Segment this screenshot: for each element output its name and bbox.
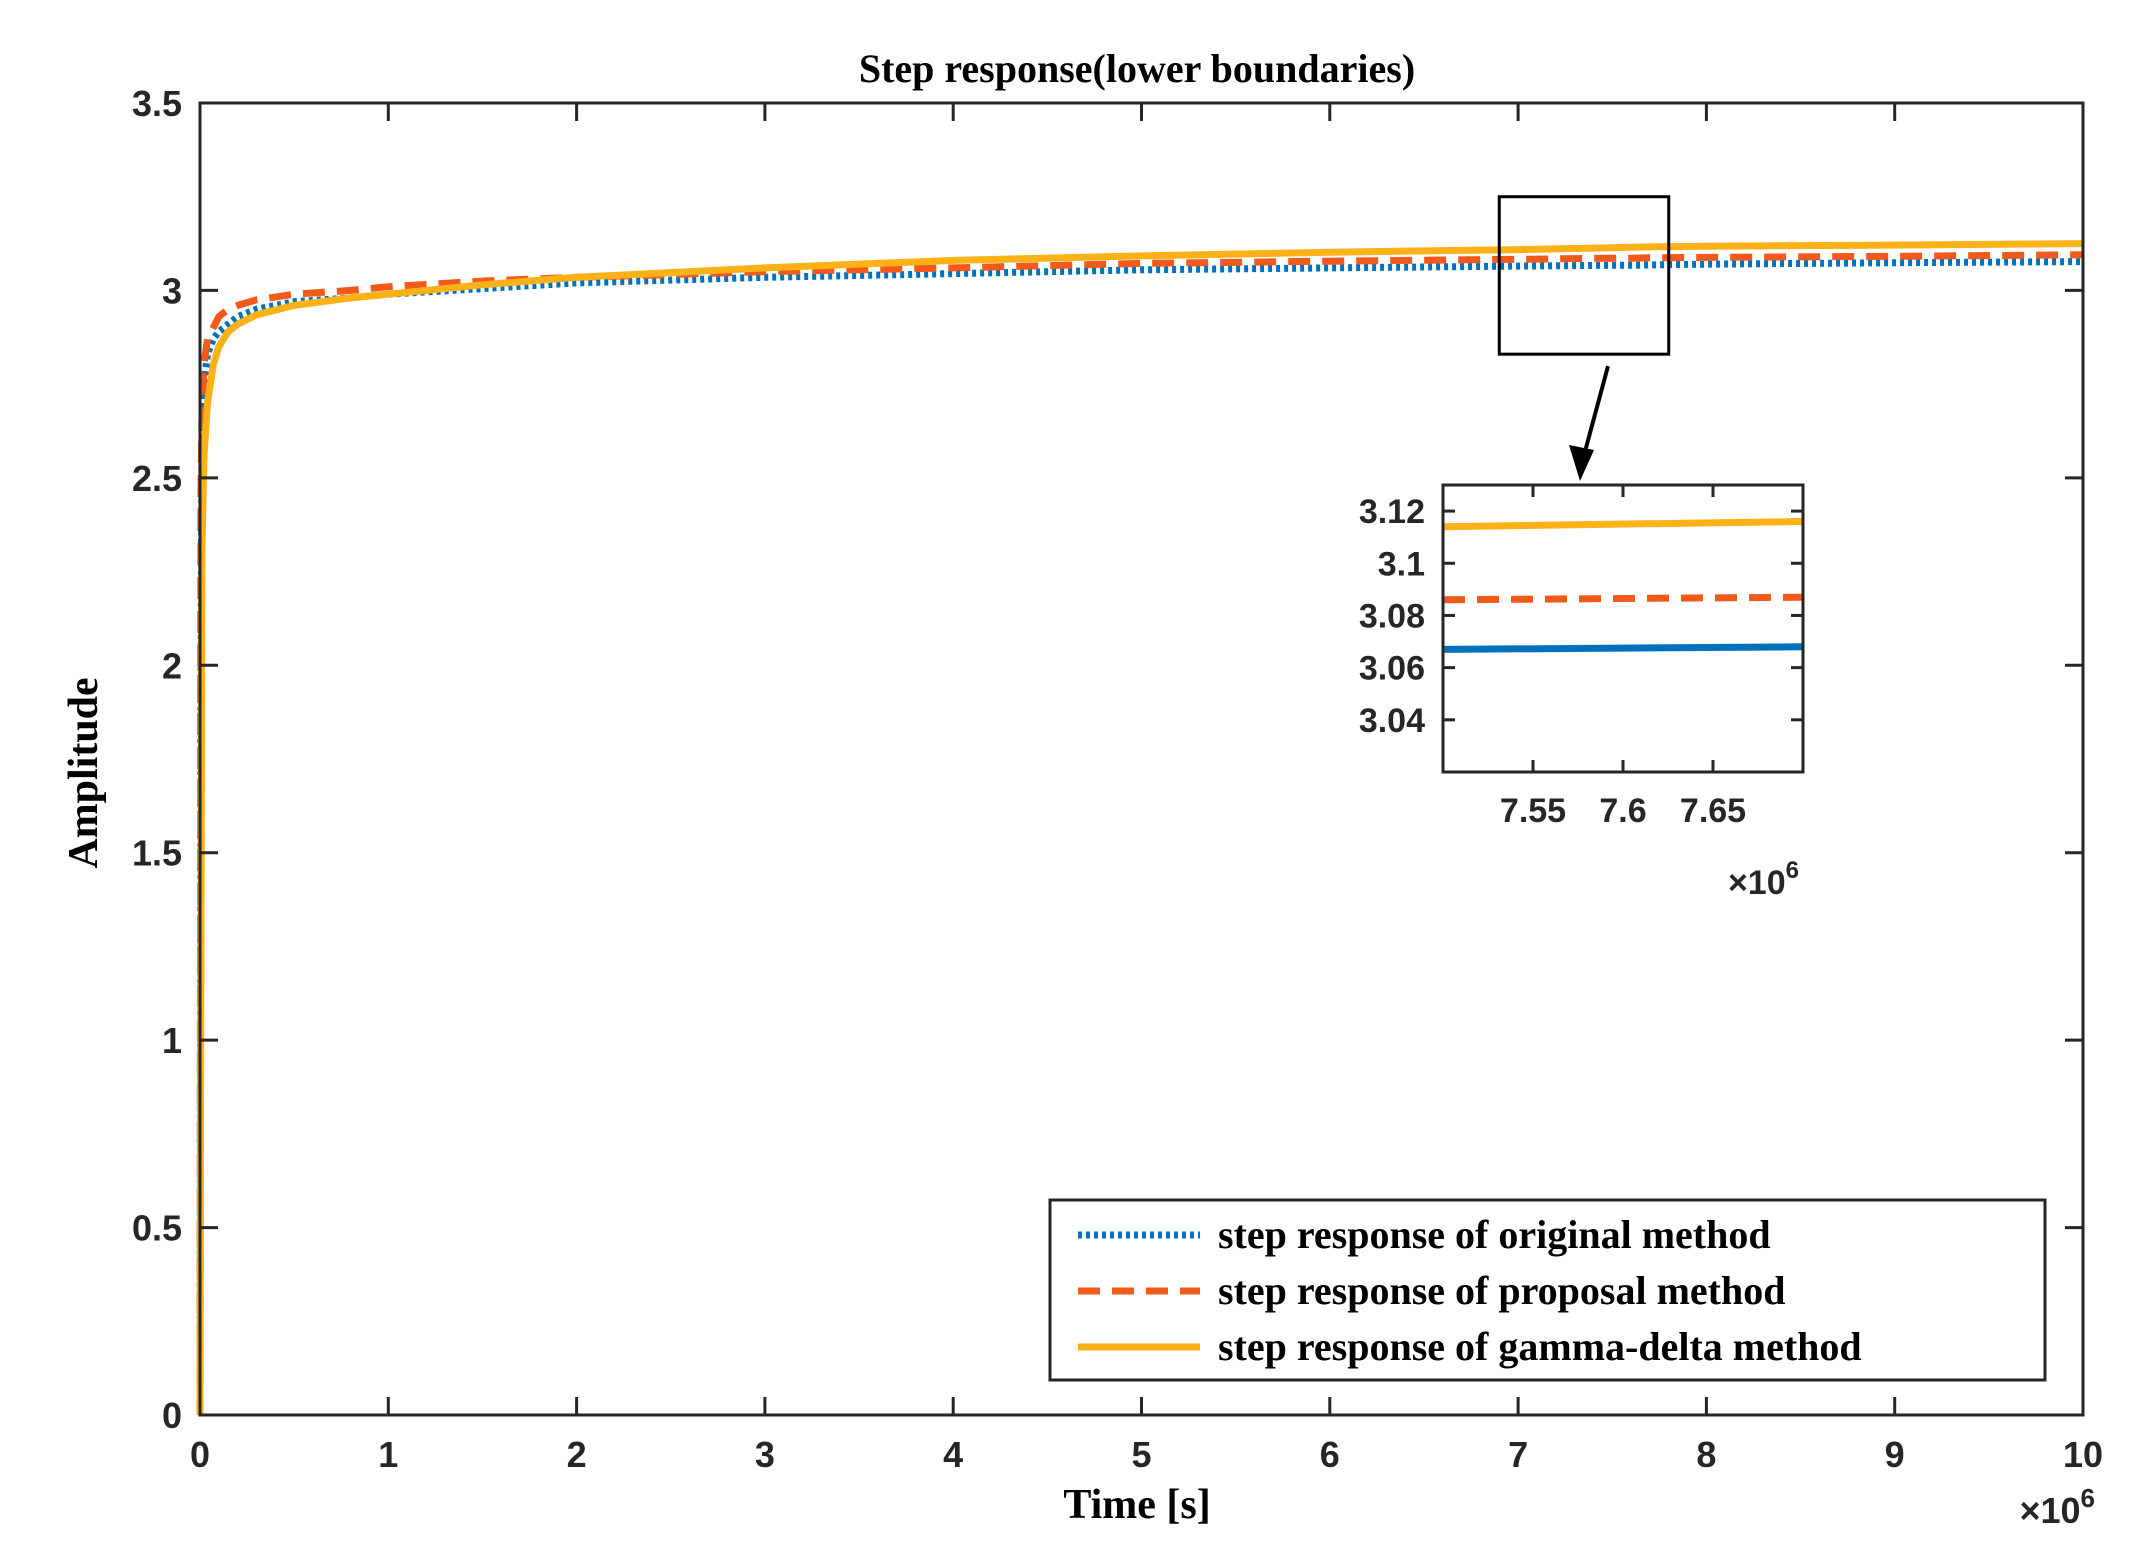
inset-y-tick-label: 3.04 <box>1359 702 1425 740</box>
y-tick-label: 2 <box>162 645 182 686</box>
inset-series-line-gamma-delta <box>1442 518 1804 531</box>
x-tick-label: 0 <box>190 1434 210 1475</box>
inset-y-tick-label: 3.12 <box>1359 493 1425 531</box>
inset-y-tick-label: 3.1 <box>1378 545 1425 583</box>
y-tick-label: 1.5 <box>132 833 182 874</box>
chart-title: Step response(lower boundaries) <box>859 46 1415 91</box>
inset-x-tick-label: 7.6 <box>1599 792 1646 830</box>
zoom-arrow-head <box>1569 445 1594 481</box>
y-tick-label: 1 <box>162 1020 182 1061</box>
inset-y-tick-label: 3.08 <box>1359 597 1425 635</box>
zoom-region-box <box>1497 195 1671 356</box>
inset-area <box>1443 485 1803 772</box>
x-tick-label: 8 <box>1696 1434 1716 1475</box>
x-tick-label: 9 <box>1885 1434 1905 1475</box>
legend-label: step response of original method <box>1218 1212 1771 1257</box>
y-tick-label: 3.5 <box>132 83 182 124</box>
inset-plot: 7.55 7.6 7.65 3.04 3.06 3.08 3.1 3.12 ×106 <box>1359 365 1805 902</box>
series-line-gamma-delta <box>196 240 2084 1416</box>
legend-label: step response of gamma-delta method <box>1218 1324 1862 1369</box>
zoom-arrow-line <box>1581 365 1610 460</box>
x-tick-label: 10 <box>2063 1434 2103 1475</box>
legend-box <box>1048 1198 2047 1382</box>
x-tick-label: 1 <box>378 1434 398 1475</box>
inset-series-line-proposal <box>1442 593 1804 604</box>
x-tick-label: 6 <box>1320 1434 1340 1475</box>
inset-x-tick-label: 7.65 <box>1680 792 1746 830</box>
inset-series-line-original <box>1442 643 1804 653</box>
inset-x-tick-label: 7.55 <box>1500 792 1566 830</box>
inset-x-axis-multiplier: ×106 <box>1728 857 1799 902</box>
x-tick-label: 5 <box>1131 1434 1151 1475</box>
x-axis-multiplier: ×106 <box>2019 1483 2095 1531</box>
y-tick-label: 3 <box>162 270 182 311</box>
legend-label: step response of proposal method <box>1218 1268 1785 1313</box>
inset-y-tick-label: 3.06 <box>1359 650 1425 688</box>
x-axis-label: Time [s] <box>1063 1482 1210 1528</box>
y-tick-label: 0.5 <box>132 1208 182 1249</box>
y-tick-label: 2.5 <box>132 458 182 499</box>
x-tick-label: 3 <box>755 1434 775 1475</box>
y-axis-label: Amplitude <box>61 677 107 868</box>
x-tick-label: 2 <box>567 1434 587 1475</box>
x-tick-label: 7 <box>1508 1434 1528 1475</box>
x-tick-label: 4 <box>943 1434 963 1475</box>
legend: step response of original method step res… <box>1048 1198 2047 1382</box>
y-tick-label: 0 <box>162 1395 182 1436</box>
